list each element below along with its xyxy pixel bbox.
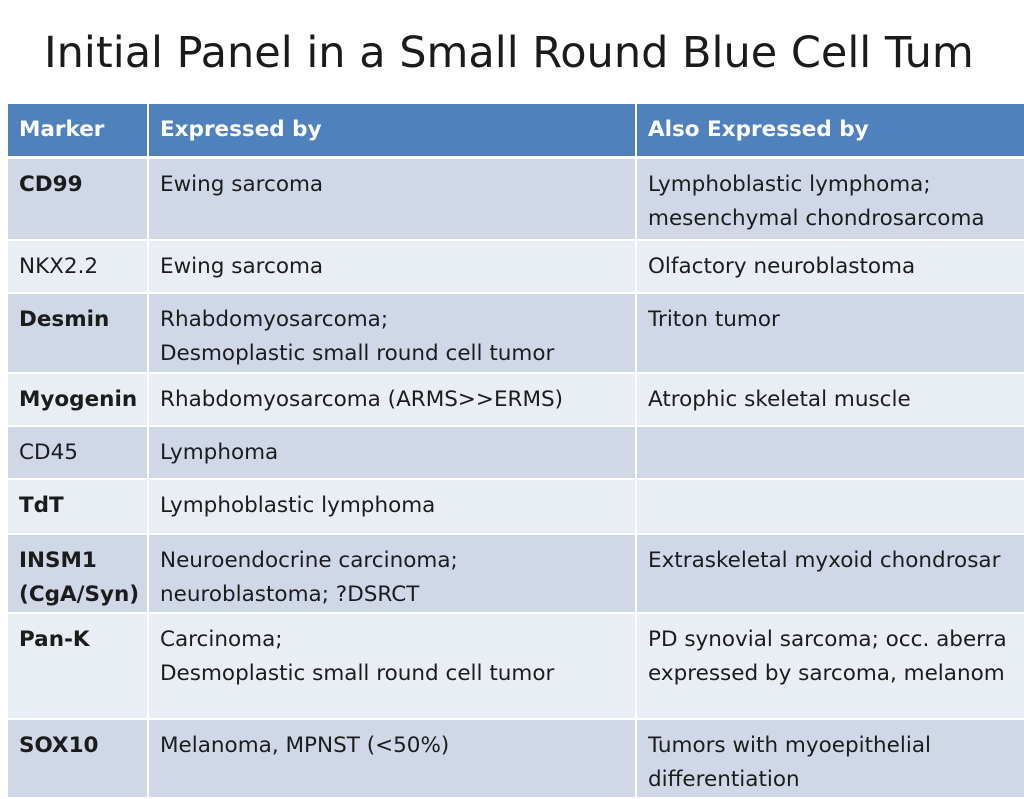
marker-cell-line: Pan-K — [19, 626, 90, 652]
table-row: NKX2.2 Ewing sarcoma Olfactory neuroblasto… — [8, 239, 1024, 294]
table-row: INSM1 (CgA/Syn) Neuroendocrine carcinoma; n… — [8, 533, 1024, 614]
header-marker: Marker — [8, 104, 149, 159]
also-expressed-by-cell: Triton tumor — [636, 292, 1024, 374]
marker-cell: INSM1 (CgA/Syn) — [8, 533, 149, 614]
expressed-by-cell: Rhabdomyosarcoma; Desmoplastic small roun… — [148, 292, 637, 374]
also-expressed-by-cell-line: expressed by sarcoma, melanom — [648, 660, 1005, 686]
marker-table: Marker Expressed by Also Expressed by CD… — [8, 104, 1024, 799]
table-row: Pan-K Carcinoma; Desmoplastic small round … — [8, 612, 1024, 720]
expressed-by-cell-line: Neuroendocrine carcinoma; — [160, 547, 458, 573]
marker-cell: Myogenin — [8, 372, 149, 427]
expressed-by-cell: Melanoma, MPNST (<50%) — [148, 718, 637, 799]
marker-cell-line: INSM1 — [19, 547, 97, 573]
expressed-by-cell-line: Ewing sarcoma — [160, 253, 324, 279]
table-row: Myogenin Rhabdomyosarcoma (ARMS>>ERMS) Atr… — [8, 372, 1024, 427]
also-expressed-by-cell-line: mesenchymal chondrosarcoma — [648, 206, 985, 231]
also-expressed-by-cell-line: Lymphoblastic lymphoma; — [648, 172, 931, 197]
expressed-by-cell-line: Rhabdomyosarcoma (ARMS>>ERMS) — [160, 386, 564, 412]
marker-cell-line: CD99 — [19, 172, 83, 197]
expressed-by-cell-line: Ewing sarcoma — [160, 172, 324, 197]
also-expressed-by-cell: PD synovial sarcoma; occ. aberra expresse… — [636, 612, 1024, 720]
marker-cell-line: Myogenin — [19, 386, 138, 412]
table-row: SOX10 Melanoma, MPNST (<50%) Tumors with m… — [8, 718, 1024, 799]
expressed-by-cell-line: Lymphoma — [160, 439, 279, 465]
marker-cell-line: Desmin — [19, 306, 110, 332]
expressed-by-cell-line: Carcinoma; — [160, 626, 283, 652]
expressed-by-cell-line: Lymphoblastic lymphoma — [160, 492, 436, 518]
header-expressed-by: Expressed by — [148, 104, 637, 159]
expressed-by-cell: Lymphoma — [148, 425, 637, 480]
expressed-by-cell-line: Desmoplastic small round cell tumor — [160, 340, 555, 366]
marker-cell: NKX2.2 — [8, 239, 149, 294]
header-also-expressed-by: Also Expressed by — [636, 104, 1024, 159]
also-expressed-by-cell — [636, 478, 1024, 535]
marker-cell: Pan-K — [8, 612, 149, 720]
expressed-by-cell: Carcinoma; Desmoplastic small round cell … — [148, 612, 637, 720]
marker-cell-line: NKX2.2 — [19, 253, 99, 279]
marker-cell: SOX10 — [8, 718, 149, 799]
expressed-by-cell: Neuroendocrine carcinoma; neuroblastoma; … — [148, 533, 637, 614]
marker-cell: CD45 — [8, 425, 149, 480]
expressed-by-cell: Rhabdomyosarcoma (ARMS>>ERMS) — [148, 372, 637, 427]
table-row: Desmin Rhabdomyosarcoma; Desmoplastic smal… — [8, 292, 1024, 374]
marker-cell-line: SOX10 — [19, 732, 99, 758]
expressed-by-cell-line: Desmoplastic small round cell tumor — [160, 660, 555, 686]
table-header-row: Marker Expressed by Also Expressed by — [8, 104, 1024, 159]
expressed-by-cell-line: Melanoma, MPNST (<50%) — [160, 732, 450, 758]
also-expressed-by-cell: Lymphoblastic lymphoma; mesenchymal chond… — [636, 157, 1024, 241]
also-expressed-by-cell: Olfactory neuroblastoma — [636, 239, 1024, 294]
expressed-by-cell: Ewing sarcoma — [148, 239, 637, 294]
also-expressed-by-cell-line: Tumors with myoepithelial — [648, 732, 931, 758]
also-expressed-by-cell-line: Triton tumor — [648, 306, 780, 332]
also-expressed-by-cell: Atrophic skeletal muscle — [636, 372, 1024, 427]
slide-title: Initial Panel in a Small Round Blue Cell… — [44, 28, 974, 78]
also-expressed-by-cell: Tumors with myoepithelial differentiation — [636, 718, 1024, 799]
expressed-by-cell: Ewing sarcoma — [148, 157, 637, 241]
marker-cell-line: (CgA/Syn) — [19, 581, 140, 607]
also-expressed-by-cell-line: Atrophic skeletal muscle — [648, 386, 911, 412]
expressed-by-cell: Lymphoblastic lymphoma — [148, 478, 637, 535]
also-expressed-by-cell-line: Olfactory neuroblastoma — [648, 253, 916, 279]
marker-cell: TdT — [8, 478, 149, 535]
table-body: CD99 Ewing sarcoma Lymphoblastic lymphoma;… — [8, 157, 1024, 799]
table-row: TdT Lymphoblastic lymphoma — [8, 478, 1024, 535]
marker-cell-line: TdT — [19, 492, 64, 518]
also-expressed-by-cell: Extraskeletal myxoid chondrosar — [636, 533, 1024, 614]
table-row: CD99 Ewing sarcoma Lymphoblastic lymphoma;… — [8, 157, 1024, 241]
table-row: CD45 Lymphoma — [8, 425, 1024, 480]
marker-cell: Desmin — [8, 292, 149, 374]
also-expressed-by-cell-line: PD synovial sarcoma; occ. aberra — [648, 626, 1007, 652]
expressed-by-cell-line: Rhabdomyosarcoma; — [160, 306, 389, 332]
marker-cell: CD99 — [8, 157, 149, 241]
expressed-by-cell-line: neuroblastoma; ?DSRCT — [160, 581, 420, 607]
also-expressed-by-cell-line: differentiation — [648, 766, 800, 792]
also-expressed-by-cell-line: Extraskeletal myxoid chondrosar — [648, 547, 1001, 573]
also-expressed-by-cell — [636, 425, 1024, 480]
marker-cell-line: CD45 — [19, 439, 78, 465]
